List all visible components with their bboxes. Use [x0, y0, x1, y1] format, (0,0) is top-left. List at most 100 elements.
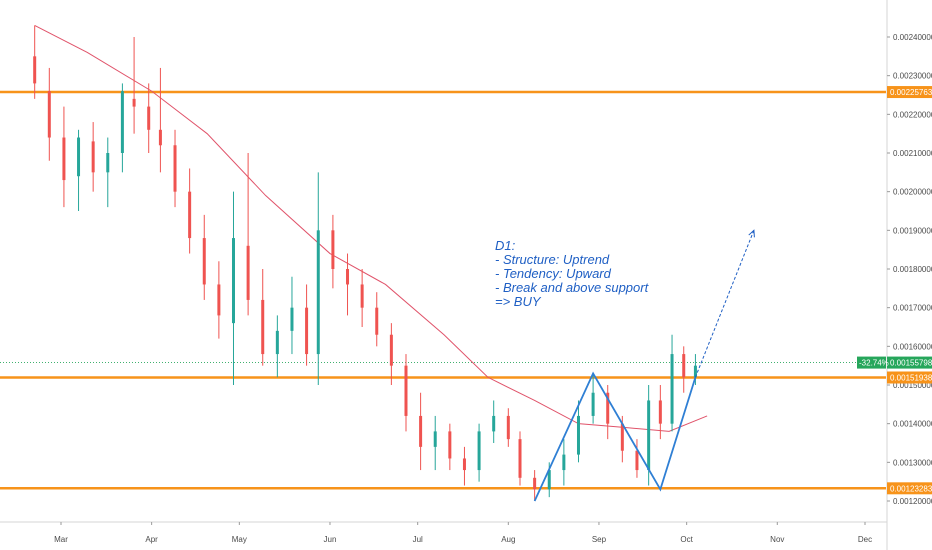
- level-price-label-2: 0.00123283: [890, 484, 932, 493]
- pattern-path: [533, 371, 697, 502]
- candle-body: [217, 284, 221, 316]
- candle-40: [606, 385, 610, 440]
- price-axis[interactable]: 0.00120000 0.00130000 0.00140000 0.00150000…: [857, 0, 932, 550]
- price-tick-label-11: 0.00230000: [893, 72, 932, 81]
- time-tick-label-3: Jun: [324, 535, 337, 544]
- candle-19: [305, 284, 309, 366]
- candle-body: [331, 230, 335, 269]
- candle-21: [331, 214, 335, 289]
- candle-body: [576, 415, 580, 455]
- candle-3: [77, 129, 81, 211]
- candle-body: [132, 98, 136, 107]
- candle-body: [360, 284, 364, 308]
- time-tick-label-2: May: [232, 535, 247, 544]
- candle-12: [202, 214, 206, 300]
- candle-body: [389, 334, 393, 366]
- candle-body: [316, 230, 320, 355]
- candle-38: [576, 400, 580, 463]
- candle-body: [419, 415, 423, 447]
- time-tick-label-9: Dec: [858, 535, 872, 544]
- candle-body: [62, 137, 66, 181]
- candle-7: [132, 37, 136, 134]
- arrow-shaft: [694, 230, 755, 378]
- candle-22: [346, 253, 350, 316]
- price-tick-label-10: 0.00220000: [893, 110, 932, 119]
- candle-body: [477, 431, 481, 471]
- price-tick-label-8: 0.00200000: [893, 188, 932, 197]
- price-tick-label-1: 0.00130000: [893, 458, 932, 467]
- candle-body: [518, 439, 522, 478]
- candle-29: [448, 423, 452, 471]
- candle-body: [693, 365, 697, 378]
- candle-16: [261, 269, 265, 366]
- time-tick-label-4: Jul: [413, 535, 423, 544]
- candle-body: [562, 454, 566, 471]
- price-tick-label-6: 0.00180000: [893, 265, 932, 274]
- last-price-tag: [887, 356, 932, 369]
- candle-body: [533, 477, 537, 490]
- price-tick-label-2: 0.00140000: [893, 420, 932, 429]
- candle-13: [217, 261, 221, 339]
- candle-body: [620, 423, 624, 451]
- candle-body: [433, 431, 437, 447]
- candle-45: [670, 334, 674, 432]
- candle-body: [305, 307, 309, 355]
- level-price-tag-1: [887, 371, 932, 384]
- candle-37: [562, 439, 566, 486]
- projection-arrow: [694, 229, 755, 378]
- candle-body: [246, 245, 250, 300]
- time-tick-label-8: Nov: [770, 535, 784, 544]
- candle-26: [404, 354, 408, 432]
- price-tick-label-3: 0.00150000: [893, 381, 932, 390]
- candle-body: [404, 365, 408, 416]
- change-tag: [857, 356, 886, 369]
- candle-body: [647, 400, 651, 471]
- candle-27: [419, 392, 423, 471]
- candle-18: [290, 276, 294, 355]
- candle-23: [360, 269, 364, 327]
- candle-34: [518, 431, 522, 486]
- candle-body: [591, 392, 595, 416]
- candle-body: [33, 56, 37, 84]
- change-label: -32.74%: [859, 359, 889, 368]
- candle-body: [120, 91, 124, 153]
- time-tick-label-7: Oct: [680, 535, 693, 544]
- candle-31: [477, 423, 481, 482]
- annotation-line-0: D1:: [495, 238, 516, 253]
- support-resistance-levels: [0, 90, 886, 490]
- arrow-head: [748, 229, 755, 238]
- candle-9: [158, 67, 162, 173]
- candle-body: [346, 269, 350, 285]
- candlestick-series: [33, 25, 697, 501]
- candle-28: [433, 415, 437, 471]
- candle-body: [275, 330, 279, 355]
- candle-4: [91, 122, 95, 192]
- candle-body: [188, 191, 192, 239]
- candle-2: [62, 106, 66, 208]
- candle-17: [275, 315, 279, 378]
- level-price-tag-0: [887, 86, 932, 99]
- candle-body: [231, 238, 235, 324]
- price-tick-label-4: 0.00160000: [893, 342, 932, 351]
- analysis-annotation: D1:- Structure: Uptrend- Tendency: Upwar…: [495, 238, 650, 309]
- candle-body: [506, 415, 510, 440]
- candle-24: [375, 292, 379, 347]
- level-price-label-0: 0.00225763: [890, 88, 932, 97]
- candle-32: [492, 400, 496, 443]
- time-tick-label-0: Mar: [54, 535, 68, 544]
- candle-body: [158, 129, 162, 146]
- candle-body: [448, 431, 452, 459]
- price-tick-label-9: 0.00210000: [893, 149, 932, 158]
- candle-30: [462, 446, 466, 486]
- candle-10: [173, 129, 177, 208]
- time-axis[interactable]: Mar Apr May Jun Jul Aug Sep Oct Nov Dec: [0, 521, 887, 544]
- candle-39: [591, 373, 595, 424]
- candle-body: [635, 450, 639, 471]
- time-tick-label-5: Aug: [501, 535, 515, 544]
- candle-body: [658, 400, 662, 424]
- candle-33: [506, 408, 510, 447]
- candle-body: [290, 307, 294, 331]
- candle-46: [682, 346, 686, 393]
- candle-11: [188, 168, 192, 254]
